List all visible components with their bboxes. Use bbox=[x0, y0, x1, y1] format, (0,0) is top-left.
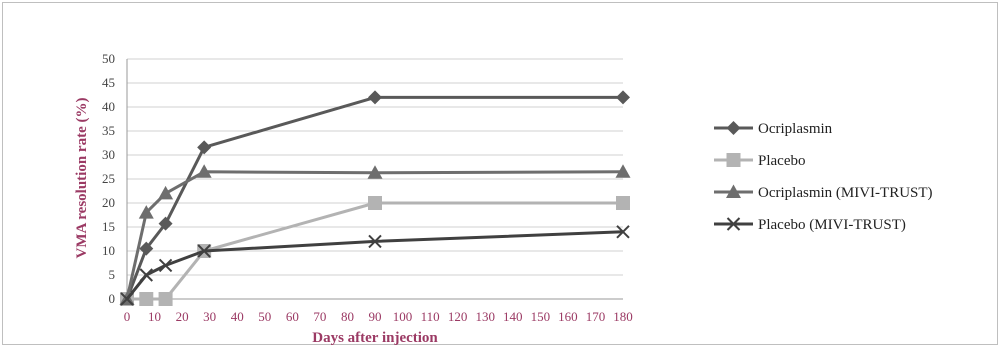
data-point bbox=[197, 140, 212, 155]
axes bbox=[126, 59, 623, 300]
series-line bbox=[125, 170, 624, 300]
x-tick-label: 160 bbox=[558, 309, 578, 324]
x-tick-label: 110 bbox=[421, 309, 440, 324]
data-point bbox=[615, 164, 631, 178]
legend: Ocriplasmin Placebo Ocriplasmin (MIVI-TRUS… bbox=[714, 121, 933, 233]
data-point bbox=[616, 90, 630, 105]
y-tick-label: 15 bbox=[102, 219, 115, 234]
y-tick-label: 50 bbox=[102, 51, 115, 66]
x-tick-label: 140 bbox=[503, 309, 523, 324]
x-tick-label: 80 bbox=[341, 309, 354, 324]
series-line bbox=[125, 95, 623, 300]
x-tick-label: 170 bbox=[586, 309, 606, 324]
y-tick-label: 20 bbox=[102, 195, 115, 210]
x-tick-label: 100 bbox=[393, 309, 413, 324]
data-point bbox=[158, 258, 173, 273]
y-tick-labels: 0 5 10 15 20 25 30 35 40 45 50 bbox=[102, 51, 115, 306]
legend-marker bbox=[726, 153, 741, 167]
legend-entry: Placebo (MIVI-TRUST) bbox=[714, 217, 906, 233]
data-point bbox=[139, 268, 153, 282]
y-tick-label: 10 bbox=[102, 243, 115, 258]
data-point bbox=[368, 196, 382, 210]
data-point bbox=[120, 292, 134, 306]
y-tick-label: 40 bbox=[102, 99, 115, 114]
y-tick-label: 35 bbox=[102, 123, 115, 138]
y-tick-label: 30 bbox=[102, 147, 115, 162]
legend-label: Placebo bbox=[758, 153, 805, 169]
data-point bbox=[368, 90, 382, 105]
data-point bbox=[158, 216, 173, 231]
x-tick-label: 130 bbox=[475, 309, 495, 324]
legend-label: Ocriplasmin (MIVI-TRUST) bbox=[758, 185, 933, 201]
x-axis-title: Days after injection bbox=[312, 330, 438, 346]
data-point bbox=[616, 225, 630, 239]
x-tick-label: 70 bbox=[313, 309, 326, 324]
y-axis-title: VMA resolution rate (%) bbox=[74, 98, 90, 259]
data-point bbox=[368, 234, 382, 249]
data-point bbox=[158, 185, 174, 200]
legend-marker bbox=[726, 184, 741, 198]
data-point bbox=[197, 244, 211, 258]
data-point bbox=[138, 205, 154, 219]
y-tick-label: 45 bbox=[102, 75, 115, 90]
x-tick-label: 60 bbox=[286, 309, 299, 324]
x-tick-label: 40 bbox=[231, 309, 244, 324]
x-tick-labels: 0 10 20 30 40 50 60 70 80 90 100 110 120 130 140 150 160… bbox=[124, 309, 633, 324]
legend-entry: Placebo bbox=[714, 153, 805, 169]
data-point bbox=[196, 164, 212, 178]
x-tick-label: 0 bbox=[124, 309, 131, 324]
data-point bbox=[139, 292, 154, 306]
data-point bbox=[139, 241, 154, 256]
legend-label: Ocriplasmin bbox=[758, 121, 833, 137]
data-point bbox=[367, 165, 383, 179]
y-tick-label: 5 bbox=[109, 267, 116, 282]
series bbox=[119, 90, 631, 306]
x-tick-label: 180 bbox=[613, 309, 633, 324]
series-3 bbox=[120, 225, 630, 306]
data-point bbox=[158, 292, 173, 306]
x-tick-label: 10 bbox=[148, 309, 161, 324]
x-tick-label: 90 bbox=[369, 309, 382, 324]
legend-entry: Ocriplasmin (MIVI-TRUST) bbox=[714, 184, 933, 201]
x-tick-label: 50 bbox=[258, 309, 271, 324]
legend-marker bbox=[726, 121, 741, 135]
x-tick-label: 30 bbox=[203, 309, 216, 324]
legend-label: Placebo (MIVI-TRUST) bbox=[758, 217, 906, 233]
legend-entry: Ocriplasmin bbox=[714, 121, 833, 137]
data-point bbox=[616, 196, 630, 210]
legend-marker bbox=[726, 217, 741, 231]
y-tick-label: 0 bbox=[109, 291, 116, 306]
x-tick-label: 120 bbox=[448, 309, 468, 324]
x-tick-label: 150 bbox=[531, 309, 551, 324]
y-tick-label: 25 bbox=[102, 171, 115, 186]
x-tick-label: 20 bbox=[176, 309, 189, 324]
